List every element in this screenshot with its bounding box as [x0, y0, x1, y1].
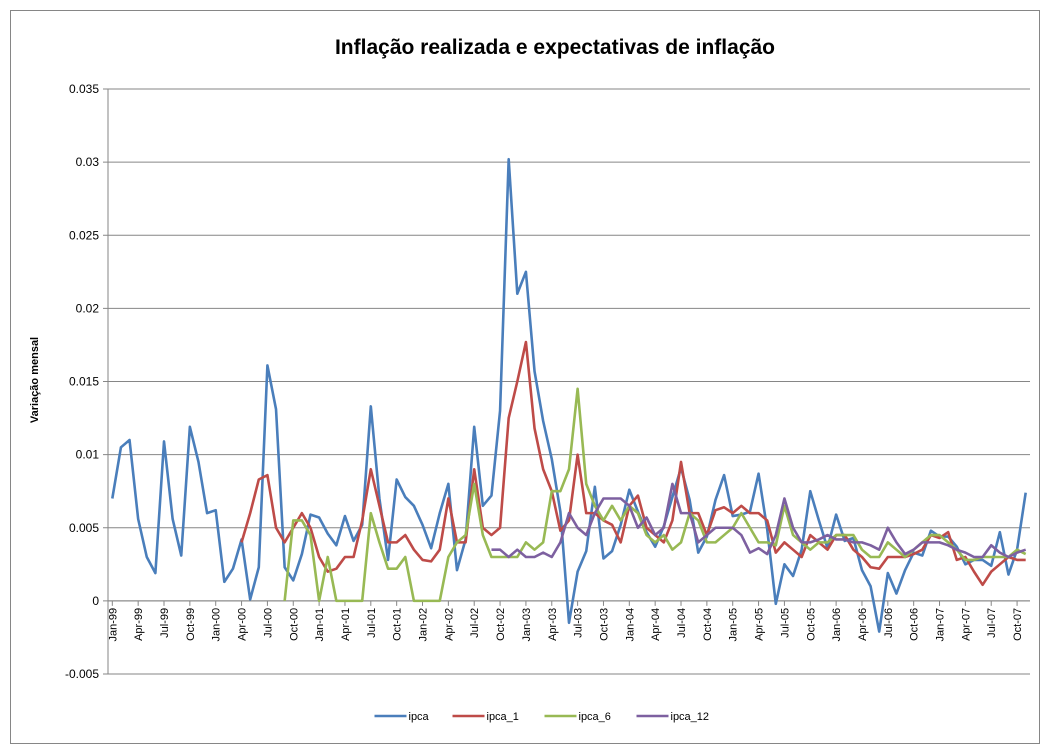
x-tick-label: Jan-01 — [314, 608, 326, 642]
x-tick-label: Jul-03 — [573, 608, 585, 638]
legend-label: ipca_6 — [579, 711, 611, 723]
y-tick-label: 0.02 — [76, 301, 100, 315]
x-tick-label: Jan-06 — [831, 608, 843, 642]
y-tick-label: -0.005 — [65, 667, 99, 681]
x-tick-label: Jan-99 — [107, 608, 119, 642]
x-tick-label: Jul-99 — [159, 608, 171, 638]
x-tick-label: Oct-06 — [909, 608, 921, 641]
x-tick-label: Oct-07 — [1012, 608, 1024, 641]
series-line — [491, 482, 1027, 559]
y-tick-label: 0.03 — [76, 155, 100, 169]
x-tick-label: Jul-00 — [262, 608, 274, 638]
series-line — [111, 157, 1027, 633]
x-tick-label: Jan-02 — [418, 608, 430, 642]
y-tick-label: 0.005 — [69, 521, 99, 535]
x-tick-label: Apr-99 — [133, 608, 145, 641]
x-tick-label: Oct-03 — [598, 608, 610, 641]
x-tick-label: Apr-06 — [857, 608, 869, 641]
x-tick-label: Jul-04 — [676, 608, 688, 638]
x-tick-label: Jul-01 — [366, 608, 378, 638]
y-tick-label: 0.015 — [69, 375, 99, 389]
x-tick-label: Oct-05 — [805, 608, 817, 641]
x-tick-label: Apr-00 — [237, 608, 249, 641]
legend-label: ipca_12 — [671, 711, 710, 723]
y-tick-label: 0.025 — [69, 228, 99, 242]
x-tick-label: Jul-05 — [779, 608, 791, 638]
legend-label: ipca_1 — [487, 711, 519, 723]
x-tick-label: Apr-03 — [547, 608, 559, 641]
x-tick-label: Jan-07 — [935, 608, 947, 642]
x-tick-label: Apr-01 — [340, 608, 352, 641]
y-tick-label: 0.035 — [69, 82, 99, 96]
x-tick-label: Jul-06 — [883, 608, 895, 638]
x-tick-label: Jan-05 — [728, 608, 740, 642]
x-tick-label: Oct-02 — [495, 608, 507, 641]
x-tick-label: Jul-07 — [986, 608, 998, 638]
x-tick-label: Jan-04 — [624, 608, 636, 642]
x-tick-label: Oct-01 — [392, 608, 404, 641]
x-tick-label: Apr-04 — [650, 608, 662, 641]
y-tick-label: 0.01 — [76, 448, 100, 462]
x-tick-label: Apr-05 — [754, 608, 766, 641]
x-tick-label: Jul-02 — [469, 608, 481, 638]
x-tick-label: Oct-00 — [288, 608, 300, 641]
x-tick-label: Apr-07 — [960, 608, 972, 641]
y-axis-label: Variação mensal — [29, 337, 41, 423]
series-line — [283, 387, 1027, 603]
x-tick-label: Apr-02 — [443, 608, 455, 641]
y-tick-label: 0 — [92, 594, 99, 608]
x-tick-label: Oct-99 — [185, 608, 197, 641]
x-tick-label: Jan-00 — [211, 608, 223, 642]
chart-frame — [10, 10, 1040, 744]
chart-title: Inflação realizada e expectativas de inf… — [335, 36, 775, 59]
x-tick-label: Jan-03 — [521, 608, 533, 642]
legend-label: ipca — [409, 711, 430, 723]
series-line — [240, 340, 1026, 587]
x-tick-label: Oct-04 — [702, 608, 714, 641]
